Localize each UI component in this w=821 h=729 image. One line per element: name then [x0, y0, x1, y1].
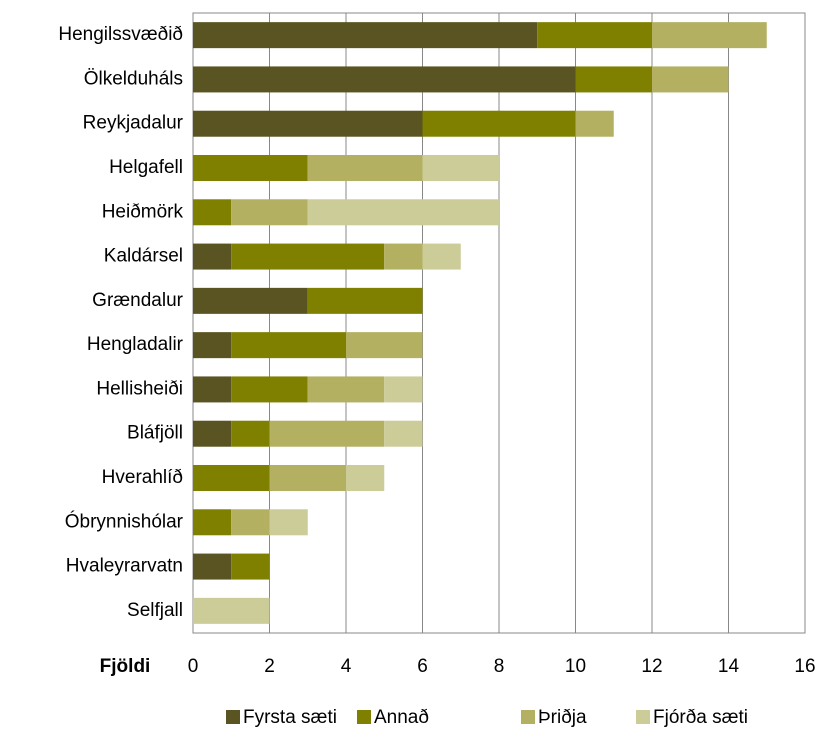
bar-segment: [193, 420, 232, 447]
bar-segment: [384, 243, 423, 270]
bar-segment: [193, 110, 423, 137]
bar-segment: [231, 553, 270, 580]
y-tick-label: Hellisheiði: [96, 378, 183, 399]
bar-segment: [231, 509, 270, 536]
x-tick-label: 8: [494, 656, 505, 677]
x-tick-label: 14: [718, 656, 740, 677]
legend-label: Fyrsta sæti: [243, 707, 337, 728]
bar-segment: [307, 199, 499, 226]
legend-label: Þriðja: [538, 707, 587, 728]
x-tick-label: 10: [565, 656, 586, 677]
bar-segment: [193, 465, 270, 491]
y-tick-label: Óbrynnishólar: [65, 510, 184, 532]
bar-segment: [231, 420, 270, 447]
legend-swatch: [357, 710, 371, 724]
x-tick-label: 16: [794, 656, 815, 677]
bar-segment: [307, 287, 423, 314]
bar-segment: [346, 332, 423, 359]
bar-segment: [346, 465, 385, 491]
bar-segment: [307, 155, 423, 181]
bar-segment: [231, 243, 385, 270]
y-tick-label: Helgafell: [109, 157, 183, 178]
legend-swatch: [226, 710, 240, 724]
bar-segment: [231, 332, 346, 359]
plot-border: [192, 12, 806, 634]
bar-segment: [422, 155, 499, 181]
y-tick-label: Ölkelduháls: [84, 68, 183, 89]
bar-segment: [231, 199, 308, 226]
bar-segment: [193, 332, 232, 359]
bar-segment: [652, 22, 767, 49]
y-tick-label: Hvaleyrarvatn: [66, 556, 183, 577]
x-tick-label: 0: [188, 656, 199, 677]
legend-swatch: [636, 710, 650, 724]
bar-segment: [193, 597, 270, 624]
y-tick-label: Bláfjöll: [127, 423, 183, 444]
legend-label: Annað: [374, 707, 429, 728]
x-tick-label: 12: [641, 656, 662, 677]
bar-segment: [575, 66, 652, 93]
legend-label: Fjórða sæti: [653, 707, 748, 728]
y-tick-label: Reykjadalur: [83, 113, 184, 134]
bar-segment: [422, 110, 576, 137]
bar-segment: [575, 110, 614, 137]
bar-segment: [384, 420, 423, 447]
bar-segment: [269, 509, 308, 536]
y-tick-label: Hengladalir: [87, 334, 184, 355]
bar-segment: [193, 509, 232, 536]
bar-segment: [193, 376, 232, 403]
y-tick-label: Hengilssvæðið: [58, 24, 183, 45]
bar-segment: [537, 22, 652, 49]
x-tick-label: 6: [417, 656, 428, 677]
bar-segment: [193, 22, 538, 49]
x-tick-label: 2: [264, 656, 275, 677]
bar-segment: [193, 199, 232, 226]
y-tick-label: Kaldársel: [104, 246, 183, 267]
bar-segment: [269, 420, 385, 447]
legend-swatch: [521, 710, 535, 724]
y-tick-label: Heiðmörk: [102, 201, 184, 222]
bar-segment: [231, 376, 308, 403]
bar-segment: [384, 376, 423, 403]
bar-segment: [422, 243, 461, 270]
bar-segment: [307, 376, 385, 403]
bar-segment: [193, 553, 232, 580]
x-axis-label: Fjöldi: [100, 656, 151, 677]
bar-segment: [193, 287, 308, 314]
bar-segment: [193, 155, 308, 181]
y-tick-label: Grændalur: [92, 290, 183, 311]
y-tick-label: Selfjall: [127, 600, 183, 621]
bar-segment: [652, 66, 729, 93]
y-tick-label: Hverahlíð: [102, 467, 183, 488]
bar-segment: [193, 66, 576, 93]
x-tick-label: 4: [341, 656, 352, 677]
bar-segment: [193, 243, 232, 270]
bar-segment: [269, 465, 346, 491]
